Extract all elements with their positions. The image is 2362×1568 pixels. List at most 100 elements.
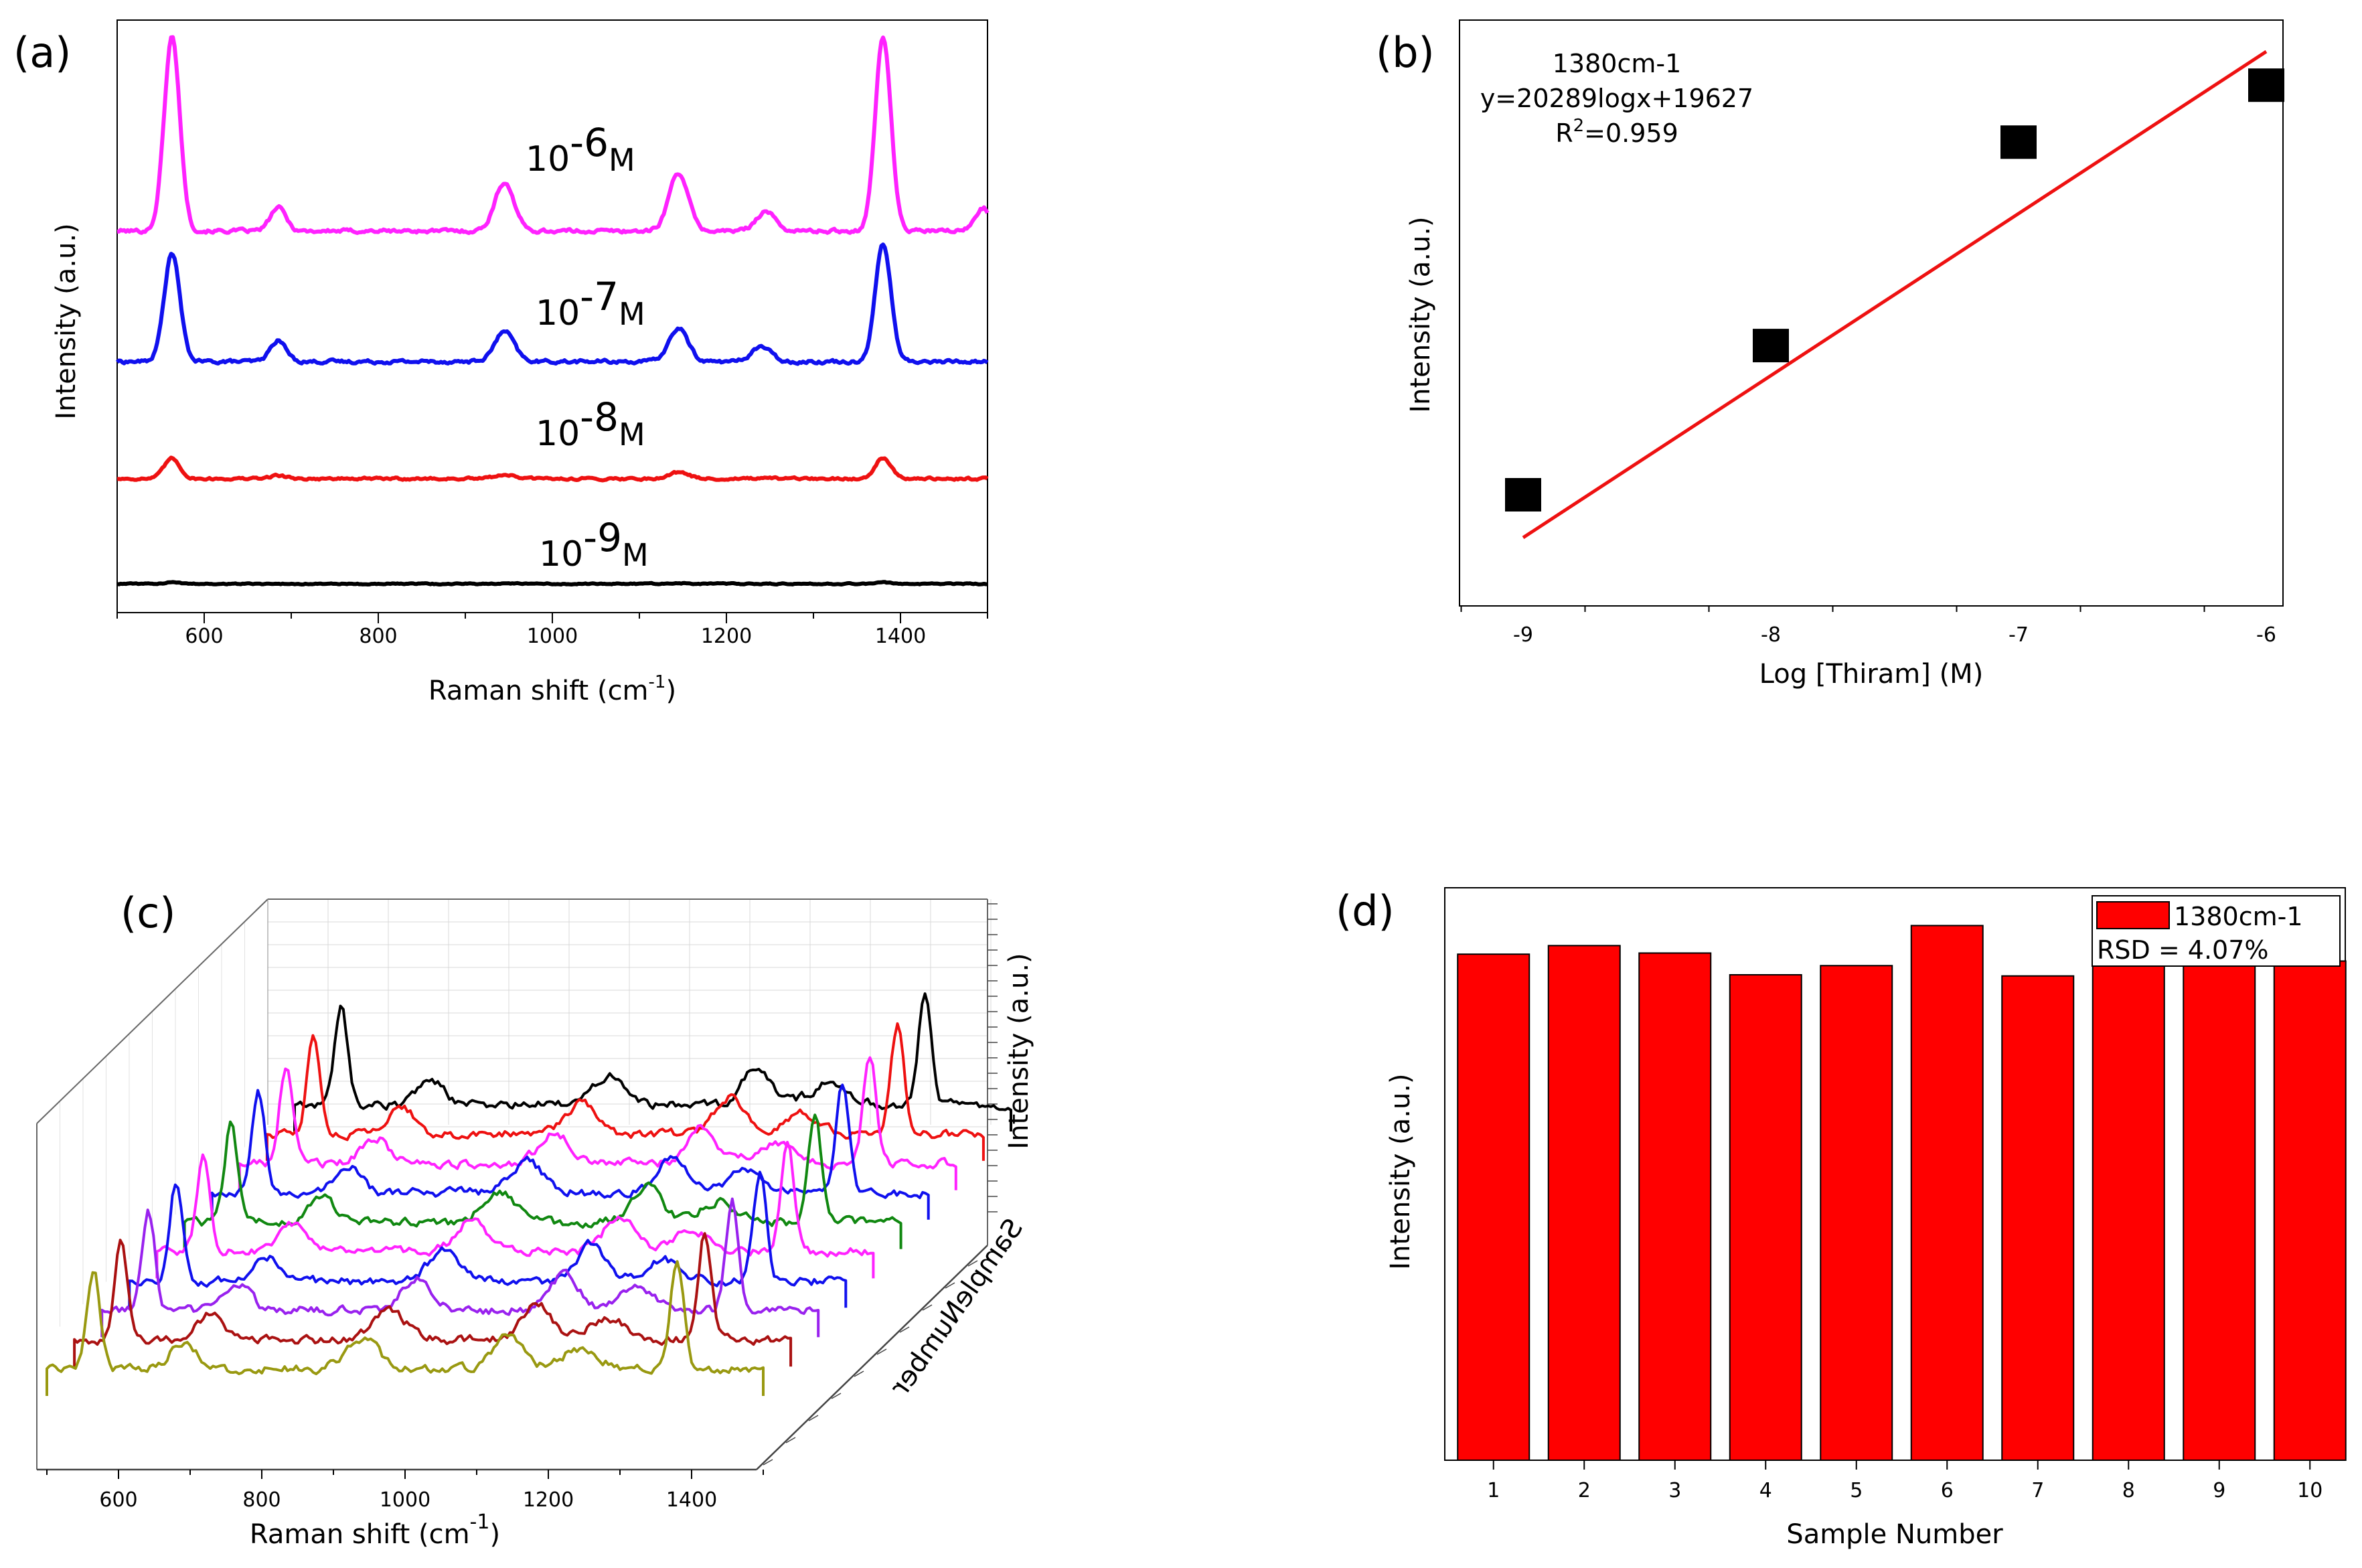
- panel-c-box-edge: [756, 1245, 988, 1470]
- panel-a-conc-unit: M: [619, 296, 645, 332]
- panel-c-spectrum-10: [46, 1260, 765, 1396]
- panel-c-depth-tick: [922, 1304, 933, 1311]
- panel-a-conc-base: 10: [526, 139, 570, 179]
- panel-a-xticks: 600 800 1000 1200 1400: [116, 613, 988, 648]
- panel-a-conc-base: 10: [536, 414, 580, 454]
- panel-a-xtick-label: 1400: [875, 625, 926, 648]
- panel-c-spectrum-5: [183, 1113, 902, 1249]
- panel-d-bar-2: [1547, 945, 1621, 1461]
- panel-d-xtick-label: 4: [1759, 1479, 1772, 1502]
- panel-c-spectrum-6: [155, 1141, 875, 1279]
- panel-d-xticks: 1 2 3 4 5 6 7 8 9 10: [1487, 1460, 2322, 1502]
- panel-a-conc-label-4: 10-9M: [539, 515, 649, 574]
- panel-c-xtick-label: 1400: [666, 1488, 717, 1512]
- panel-b-xtick-label: -7: [2009, 623, 2029, 647]
- panel-b-data-point: [2248, 68, 2284, 102]
- panel-c-3d-box: [36, 898, 998, 1471]
- panel-c-spectrum-1: [293, 992, 1012, 1131]
- panel-a-conc-exp: -7: [580, 274, 619, 319]
- panel-c-xtick-label: 800: [242, 1488, 281, 1512]
- panel-b-plot: [1505, 50, 2284, 540]
- panel-c-depth-tick: [899, 1326, 910, 1333]
- panel-b-data-point: [1505, 477, 1541, 512]
- panel-c-depth-tick: [854, 1370, 864, 1377]
- panel-c-zlabel: Intensity (a.u.): [1004, 953, 1034, 1149]
- panel-d-xtick-label: 3: [1668, 1479, 1681, 1502]
- panel-c-xtick-label: 1000: [380, 1488, 430, 1512]
- panel-d-bar-4: [1729, 973, 1802, 1461]
- panel-a-spectrum-2: [115, 242, 989, 366]
- panel-b-xticks: -9 -8 -7 -6: [1460, 606, 2276, 647]
- panel-c-box-edge: [36, 898, 268, 1124]
- panel-c-depth-tick: [763, 1459, 773, 1466]
- panel-a-conc-unit: M: [619, 416, 645, 453]
- panel-a-conc-base: 10: [539, 534, 583, 574]
- panel-a-spectrum-4: [116, 580, 988, 586]
- panel-a-spectrum-1: [116, 35, 990, 236]
- panel-d-bar-7: [2001, 975, 2075, 1462]
- panel-c-spectrum-4: [210, 1083, 930, 1220]
- panel-d-xtick-label: 6: [1941, 1479, 1954, 1502]
- panel-c: (c) 600 800 1000 1200 1400 Raman shift (cm-1…: [36, 888, 1034, 1550]
- panel-a-spectra: [115, 35, 990, 586]
- panel-c-spectrum-3: [238, 1056, 957, 1190]
- panel-d-bar-9: [2183, 939, 2256, 1462]
- panel-d-xtick-label: 7: [2031, 1479, 2044, 1502]
- panel-a-label: (a): [13, 28, 71, 77]
- panel-b-ylabel: Intensity (a.u.): [1405, 216, 1436, 412]
- panel-d-bar-10: [2273, 960, 2347, 1461]
- panel-d-bars: [1457, 925, 2347, 1462]
- panel-c-depth-tick: [831, 1393, 842, 1399]
- panel-a-conc-exp: -6: [570, 120, 609, 165]
- panel-c-ylabel: SampleNumber: [884, 1213, 1029, 1401]
- panel-d-legend-label: 1380cm-1: [2174, 902, 2303, 931]
- panel-d-ylabel: Intensity (a.u.): [1385, 1073, 1416, 1269]
- panel-d-xtick-label: 1: [1487, 1479, 1500, 1502]
- panel-b-xlabel: Log [Thiram] (M): [1759, 659, 1984, 690]
- panel-a-conc-label-1: 10-6M: [526, 120, 635, 179]
- panel-c-depth-tick: [945, 1282, 955, 1289]
- panel-a-conc-base: 10: [536, 293, 580, 333]
- panel-a-xtick-label: 600: [185, 625, 223, 648]
- panel-d-legend: 1380cm-1 RSD = 4.07%: [2092, 895, 2341, 967]
- panel-d-xtick-label: 10: [2297, 1479, 2322, 1502]
- panel-c-spectra: [46, 992, 1012, 1396]
- panel-b-xtick-label: -9: [1513, 623, 1533, 647]
- panel-d-xtick-label: 2: [1578, 1479, 1591, 1502]
- panel-a-xtick-label: 800: [359, 625, 397, 648]
- panel-b-annotation-r2: R2=0.959: [1555, 116, 1678, 148]
- panel-d-legend-swatch: [2096, 901, 2170, 929]
- panel-d: (d) 1 2 3 4 5 6 7 8 9 10 1380cm-1 RSD = 4.07% Sam…: [1336, 886, 2347, 1550]
- panel-b-data-point: [1753, 329, 1789, 363]
- panel-b-data-point: [2000, 125, 2037, 159]
- panel-c-spectrum-7: [128, 1170, 848, 1308]
- panel-a-xtick-label: 1200: [701, 625, 752, 648]
- panel-d-xlabel: Sample Number: [1786, 1519, 2003, 1550]
- panel-c-spectrum-2: [265, 1022, 985, 1161]
- panel-c-label: (c): [121, 888, 175, 937]
- panel-a-conc-unit: M: [622, 537, 649, 573]
- panel-c-depth-tick: [876, 1348, 887, 1355]
- panel-b-xtick-label: -6: [2256, 623, 2276, 647]
- panel-b: (b) -9 -8 -7 -6 1380cm-1 y=20289logx+19627 …: [1376, 19, 2284, 690]
- panel-b-fit-line: [1522, 50, 2268, 540]
- panel-d-legend-rsd: RSD = 4.07%: [2097, 935, 2269, 965]
- panel-c-depth-tick: [808, 1415, 819, 1421]
- panel-a-spectrum-3: [116, 455, 989, 483]
- panel-d-bar-6: [1910, 925, 1984, 1462]
- panel-a-conc-label-2: 10-7M: [536, 274, 645, 333]
- panel-b-xtick-label: -8: [1761, 623, 1781, 647]
- panel-a-ylabel: Intensity (a.u.): [51, 223, 82, 419]
- panel-a-conc-exp: -8: [580, 394, 619, 440]
- panel-b-annotation-peak: 1380cm-1: [1553, 49, 1682, 78]
- panel-c-xlabel: Raman shift (cm-1): [250, 1510, 500, 1550]
- panel-a-conc-exp: -9: [583, 515, 622, 560]
- panel-c-depth-tick: [967, 1260, 978, 1267]
- panel-d-bar-5: [1820, 965, 1893, 1461]
- panel-a-conc-label-3: 10-8M: [536, 394, 645, 454]
- panel-d-bar-8: [2092, 962, 2165, 1461]
- panel-c-xtick-label: 600: [99, 1488, 137, 1512]
- panel-b-frame: [1459, 19, 2284, 607]
